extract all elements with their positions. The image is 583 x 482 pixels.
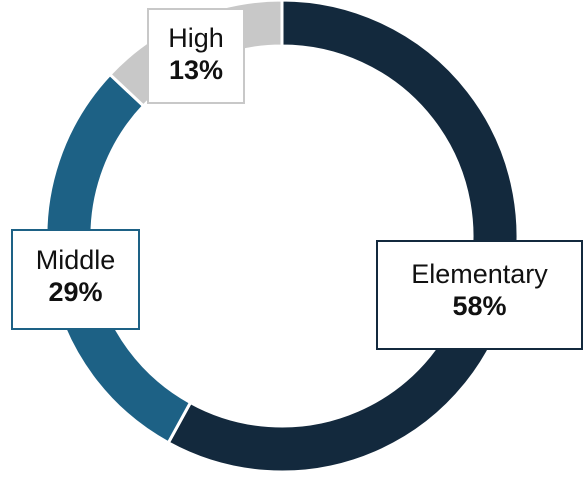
- label-high-percent: 13%: [149, 54, 243, 86]
- label-elementary-percent: 58%: [378, 290, 581, 322]
- label-middle-percent: 29%: [13, 276, 138, 308]
- data-label-high: High 13%: [147, 8, 245, 104]
- label-middle-name: Middle: [13, 244, 138, 276]
- data-label-middle: Middle 29%: [11, 229, 140, 330]
- label-high-name: High: [149, 22, 243, 54]
- label-elementary-name: Elementary: [378, 258, 581, 290]
- data-label-elementary: Elementary 58%: [376, 240, 583, 350]
